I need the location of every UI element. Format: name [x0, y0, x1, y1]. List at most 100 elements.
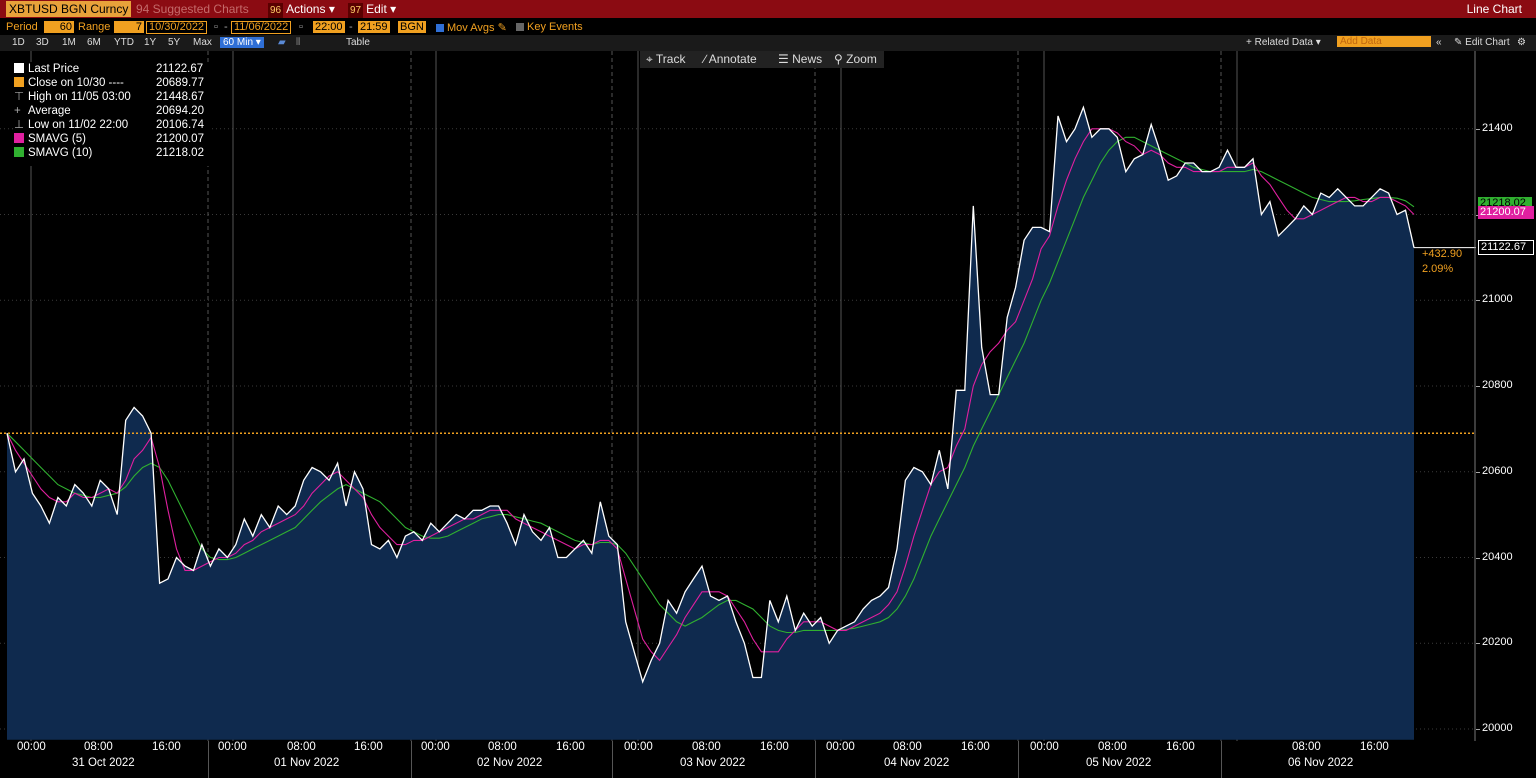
- legend-swatch: [14, 133, 24, 143]
- collapse-icon[interactable]: «: [1436, 37, 1442, 48]
- x-tick-label: 08:00: [1098, 741, 1127, 753]
- edit-chart-button[interactable]: ✎ Edit Chart: [1454, 37, 1510, 48]
- legend-label: SMAVG (10): [28, 147, 93, 159]
- track-label: Track: [655, 52, 686, 66]
- period-label: Period: [6, 21, 38, 33]
- legend-value: 20106.74: [156, 119, 204, 131]
- source-input[interactable]: BGN: [398, 21, 426, 33]
- legend-swatch: [14, 63, 24, 73]
- range-input[interactable]: 7: [114, 21, 144, 33]
- x-axis: 00:00 08:00 16:00 00:00 08:00 16:00 00:00 08:00…: [0, 741, 1536, 778]
- bar-chart-icon[interactable]: ⫴: [296, 37, 301, 48]
- x-axis-day-separator: [815, 741, 816, 778]
- high-marker-icon: ⊤: [14, 91, 25, 103]
- end-time-input[interactable]: 21:59: [358, 21, 390, 33]
- period-1m[interactable]: 1M: [62, 37, 76, 48]
- calendar-icon[interactable]: ▫: [214, 21, 218, 33]
- range-label: Range: [78, 21, 111, 33]
- legend-label: Last Price: [28, 63, 80, 75]
- track-tool[interactable]: ⌖ Track: [646, 52, 685, 67]
- title-bar: XBTUSD BGN Curncy 94 Suggested Charts 96…: [0, 0, 1536, 19]
- checkbox-checked-icon: [436, 24, 444, 33]
- x-tick-label: 16:00: [1166, 741, 1195, 753]
- x-date-label: 01 Nov 2022: [274, 757, 340, 769]
- edit-menu[interactable]: 97 Edit ▾: [348, 1, 396, 19]
- x-date-label: 06 Nov 2022: [1288, 757, 1354, 769]
- period-1y[interactable]: 1Y: [144, 37, 157, 48]
- period-ytd[interactable]: YTD: [114, 37, 134, 48]
- news-tool[interactable]: ☰ News: [778, 52, 822, 66]
- related-data-label: + Related Data: [1246, 37, 1313, 48]
- legend-label: Average: [28, 105, 71, 117]
- x-axis-day-separator: [1221, 741, 1222, 778]
- line-chart-icon[interactable]: ▰: [278, 37, 286, 48]
- x-tick-label: 08:00: [1292, 741, 1321, 753]
- x-tick-label: 16:00: [556, 741, 585, 753]
- actions-menu[interactable]: 96 Actions ▾: [268, 1, 335, 19]
- period-3d[interactable]: 3D: [36, 37, 49, 48]
- legend-smavg5[interactable]: SMAVG (5): [14, 132, 86, 146]
- period-dropdown[interactable]: 60 Min ▾: [220, 37, 264, 48]
- add-data-input[interactable]: Add Data: [1337, 36, 1431, 47]
- legend-swatch: [14, 77, 24, 87]
- legend-label: Close on 10/30 ----: [28, 77, 124, 89]
- chart-type-title: Line Chart: [1466, 2, 1522, 16]
- suggested-charts-button[interactable]: 94 Suggested Charts: [136, 2, 249, 16]
- low-marker-icon: ⊥: [14, 119, 25, 131]
- crosshair-icon: ⌖: [646, 52, 653, 66]
- calendar-icon[interactable]: ▫: [299, 21, 303, 33]
- legend-average[interactable]: + Average: [14, 104, 71, 118]
- legend-value: 21218.02: [156, 147, 204, 159]
- x-tick-label: 16:00: [354, 741, 383, 753]
- legend-low[interactable]: ⊥ Low on 11/02 22:00: [14, 118, 128, 132]
- ticker-field[interactable]: XBTUSD BGN Curncy: [6, 1, 132, 17]
- smavg5-line: [6, 128, 1415, 662]
- legend-value: 21200.07: [156, 133, 204, 145]
- x-axis-day-separator: [208, 741, 209, 778]
- annotate-tool[interactable]: ∕ Annotate: [704, 52, 757, 66]
- period-max[interactable]: Max: [193, 37, 212, 48]
- pencil-icon: ✎: [1454, 37, 1463, 48]
- news-icon: ☰: [778, 52, 789, 66]
- legend-label: SMAVG (5): [28, 133, 86, 145]
- x-tick-label: 00:00: [421, 741, 450, 753]
- related-data-menu[interactable]: + Related Data ▾: [1246, 37, 1321, 48]
- zoom-tool[interactable]: ⚲ Zoom: [834, 52, 877, 66]
- key-events-toggle[interactable]: Key Events: [516, 21, 583, 33]
- last-price-axis-tag: 21122.67: [1478, 240, 1534, 255]
- legend-smavg10[interactable]: SMAVG (10): [14, 146, 92, 160]
- chart-area[interactable]: [0, 51, 1536, 741]
- legend-value: 20689.77: [156, 77, 204, 89]
- magnifier-icon: ⚲: [834, 52, 843, 66]
- price-area-fill: [7, 107, 1414, 740]
- legend-close[interactable]: Close on 10/30 ----: [14, 76, 124, 90]
- legend-high[interactable]: ⊤ High on 11/05 03:00: [14, 90, 131, 104]
- edit-number: 97: [348, 3, 364, 19]
- x-tick-label: 16:00: [152, 741, 181, 753]
- x-tick-label: 16:00: [1360, 741, 1389, 753]
- mov-avgs-toggle[interactable]: Mov Avgs ✎: [436, 21, 507, 34]
- legend-value: 20694.20: [156, 105, 204, 117]
- settings-icon[interactable]: ⚙: [1517, 37, 1526, 48]
- legend-last-price[interactable]: Last Price: [14, 62, 79, 76]
- price-chart[interactable]: [0, 51, 1536, 741]
- period-1d[interactable]: 1D: [12, 37, 25, 48]
- change-pct: 2.09%: [1422, 263, 1454, 275]
- end-date-input[interactable]: 11/06/2022: [231, 21, 292, 34]
- period-6m[interactable]: 6M: [87, 37, 101, 48]
- x-date-label: 04 Nov 2022: [884, 757, 950, 769]
- start-date-input[interactable]: 10/30/2022: [146, 21, 208, 34]
- x-axis-day-separator: [411, 741, 412, 778]
- legend-swatch: [14, 147, 24, 157]
- legend-label: Low on 11/02 22:00: [28, 119, 129, 131]
- chart-toolbar: ⌖ Track ∕ Annotate ☰ News ⚲ Zoom: [640, 51, 884, 68]
- start-time-input[interactable]: 22:00: [313, 21, 345, 33]
- legend-label: High on 11/05 03:00: [28, 91, 131, 103]
- legend-value: 21448.67: [156, 91, 204, 103]
- x-tick-label: 00:00: [1030, 741, 1059, 753]
- table-button[interactable]: Table: [346, 37, 370, 48]
- period-row: 1D 3D 1M 6M YTD 1Y 5Y Max 60 Min ▾ ▰ ⫴ T…: [0, 35, 1536, 51]
- period-5y[interactable]: 5Y: [168, 37, 181, 48]
- pencil-icon[interactable]: ✎: [497, 22, 507, 34]
- period-input[interactable]: 60: [44, 21, 74, 33]
